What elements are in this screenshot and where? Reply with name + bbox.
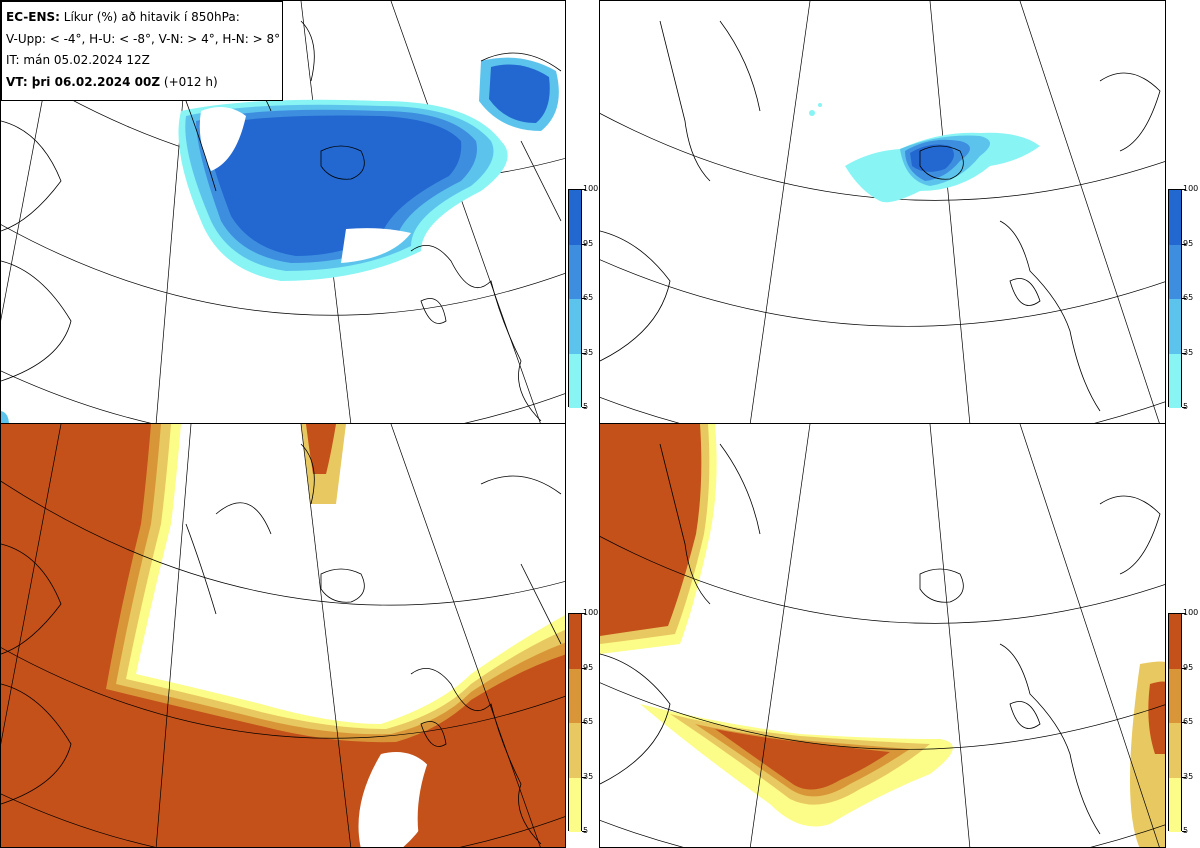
- product-name: EC-ENS:: [6, 10, 60, 24]
- probability-field: [1, 57, 559, 423]
- initial-time: IT: mán 05.02.2024 12Z: [6, 53, 150, 67]
- probability-field: [1, 424, 565, 847]
- colorbar-tick-mark: [1182, 243, 1186, 245]
- colorbar-tick-mark: [582, 243, 586, 245]
- colorbar-tick-mark: [1182, 352, 1186, 354]
- colorbar-tick-mark: [582, 407, 586, 408]
- map-panel-lower-right: [599, 423, 1166, 848]
- colorbar-tick-label: 5: [1183, 402, 1189, 411]
- colorbar-lower-right: [1168, 613, 1182, 832]
- colorbar-tick-label: 35: [1183, 347, 1194, 357]
- colorbar-tick-label: 35: [583, 771, 594, 781]
- colorbar-segment: [1169, 777, 1181, 832]
- colorbar-segment: [569, 299, 581, 354]
- colorbar-tick-label: 100: [583, 184, 599, 193]
- coastline: [1, 443, 562, 845]
- map-canvas: [1, 1, 565, 423]
- colorbar-tick-mark: [1182, 298, 1186, 299]
- colorbar-segment: [569, 777, 581, 832]
- colorbar-tick-label: 95: [1183, 662, 1194, 672]
- map-panel-upper-left: EC-ENS: Líkur (%) að hitavik í 850hPa: V…: [0, 0, 566, 424]
- colorbar-segment: [569, 190, 581, 245]
- colorbar-tick-mark: [1182, 776, 1186, 778]
- colorbar-tick-label: 100: [1183, 184, 1199, 193]
- map-canvas: [600, 424, 1165, 847]
- colorbar-tick-mark: [1182, 667, 1186, 669]
- colorbar-tick-mark: [582, 613, 586, 614]
- colorbar-tick-label: 5: [583, 402, 589, 411]
- colorbar-upper-right: [1168, 189, 1182, 408]
- coastline: [600, 20, 1161, 412]
- colorbar-upper-left: [568, 189, 582, 408]
- colorbar-tick-mark: [582, 298, 586, 299]
- colorbar-tick-mark: [1182, 189, 1186, 190]
- graticule: [600, 424, 1165, 847]
- thresholds-text: V-Upp: < -4°, H-U: < -8°, V-N: > 4°, H-N…: [6, 31, 281, 46]
- colorbar-tick-mark: [1182, 407, 1186, 408]
- colorbar-segment: [1169, 614, 1181, 669]
- colorbar-tick-mark: [582, 189, 586, 190]
- colorbar-segment: [1169, 244, 1181, 299]
- colorbar-tick-label: 5: [583, 826, 589, 835]
- colorbar-segment: [569, 723, 581, 778]
- colorbar-tick-label: 65: [1183, 293, 1194, 302]
- colorbar-segment: [569, 668, 581, 723]
- colorbar-tick-mark: [582, 722, 586, 723]
- colorbar-tick-mark: [582, 667, 586, 669]
- product-description: Líkur (%) að hitavik í 850hPa:: [59, 10, 240, 24]
- graticule: [1, 424, 565, 847]
- colorbar-segment: [1169, 668, 1181, 723]
- coastline: [600, 443, 1161, 835]
- colorbar-lower-left: [568, 613, 582, 832]
- colorbar-segment: [569, 614, 581, 669]
- colorbar-segment: [1169, 299, 1181, 354]
- colorbar-tick-mark: [582, 776, 586, 778]
- colorbar-tick-mark: [1182, 831, 1186, 832]
- colorbar-tick-label: 95: [583, 662, 594, 672]
- valid-time: VT: þri 06.02.2024 00Z: [6, 74, 161, 89]
- colorbar-segment: [1169, 723, 1181, 778]
- map-panel-lower-left: [0, 423, 566, 848]
- colorbar-tick-label: 100: [1183, 608, 1199, 617]
- probability-field: [809, 103, 1040, 203]
- colorbar-tick-mark: [582, 831, 586, 832]
- graticule: [600, 1, 1165, 423]
- colorbar-tick-mark: [1182, 613, 1186, 614]
- colorbar-tick-label: 100: [583, 608, 599, 617]
- colorbar-segment: [1169, 190, 1181, 245]
- colorbar-tick-label: 35: [583, 347, 594, 357]
- colorbar-tick-label: 35: [1183, 771, 1194, 781]
- info-box: EC-ENS: Líkur (%) að hitavik í 850hPa: V…: [1, 1, 283, 101]
- colorbar-tick-mark: [1182, 722, 1186, 723]
- colorbar-tick-label: 95: [583, 238, 594, 248]
- colorbar-tick-label: 65: [1183, 717, 1194, 726]
- colorbar-tick-label: 65: [583, 293, 594, 302]
- probability-field: [600, 424, 1165, 847]
- colorbar-segment: [569, 353, 581, 408]
- graticule: [1, 1, 565, 423]
- colorbar-segment: [1169, 353, 1181, 408]
- map-panel-upper-right: [599, 0, 1166, 424]
- map-canvas: [1, 424, 565, 847]
- colorbar-segment: [569, 244, 581, 299]
- colorbar-tick-label: 95: [1183, 238, 1194, 248]
- colorbar-tick-label: 5: [1183, 826, 1189, 835]
- colorbar-tick-mark: [582, 352, 586, 354]
- colorbar-tick-label: 65: [583, 717, 594, 726]
- forecast-lead: (+012 h): [160, 74, 218, 89]
- map-canvas: [600, 1, 1165, 423]
